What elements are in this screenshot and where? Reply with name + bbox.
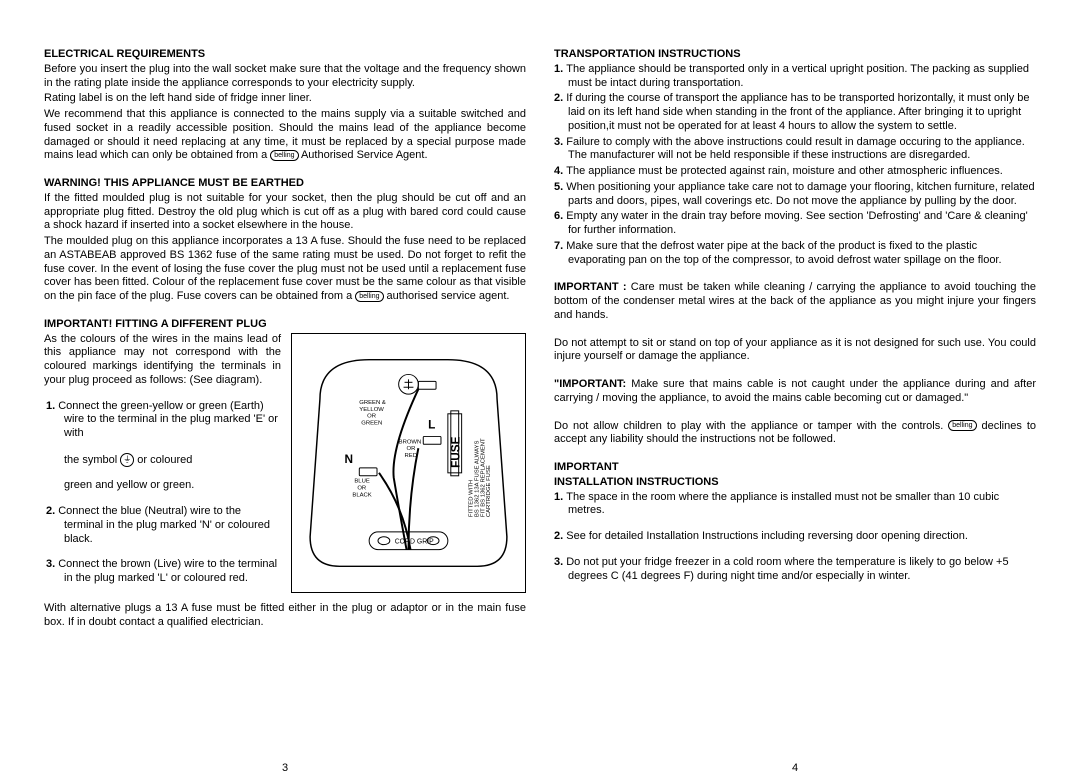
text: When positioning your appliance take car… [566, 181, 1034, 207]
heading-important: IMPORTANT [554, 461, 1036, 475]
list-item: 3. Failure to comply with the above inst… [554, 136, 1036, 164]
item-number: 3. [554, 136, 566, 148]
text: Empty any water in the drain tray before… [566, 210, 1027, 236]
text: Connect the green-yellow or green (Earth… [58, 400, 278, 440]
list-item: 1. The space in the room where the appli… [554, 491, 1036, 519]
label: IMPORTANT : [554, 281, 631, 293]
page-number: 4 [792, 762, 798, 776]
item-number: 7. [554, 240, 566, 252]
item-number: 2. [554, 92, 566, 104]
diagram-label-neutral: BLUEORBLACK [352, 478, 371, 498]
list-item: 2. See for detailed Installation Instruc… [554, 530, 1036, 544]
text: authorised service agent. [384, 290, 510, 302]
list-item: 2. Connect the blue (Neutral) wire to th… [44, 505, 281, 546]
text: Connect the blue (Neutral) wire to the t… [58, 505, 270, 545]
item-number: 1. [46, 400, 58, 412]
text: Failure to comply with the above instruc… [566, 136, 1025, 162]
electrical-requirements: ELECTRICAL REQUIREMENTS Before you inser… [44, 48, 526, 163]
warning-earthed: WARNING! THIS APPLIANCE MUST BE EARTHED … [44, 177, 526, 304]
diagram-label-cordgrip: CORD GRIP [395, 538, 434, 545]
para: Do not attempt to sit or stand on top of… [554, 337, 1036, 365]
text: or coloured [134, 454, 192, 466]
item-number: 1. [554, 491, 566, 503]
item-number: 5. [554, 181, 566, 193]
diagram-label-earth: GREEN &YELLOWORGREEN [359, 399, 386, 426]
diagram-label-fusetext: FITTED WITHBS 1362 13A FUSE ALWAYSFIT BS… [468, 437, 492, 516]
plug-instructions: As the colours of the wires in the mains… [44, 333, 281, 598]
item-number: 2. [554, 530, 566, 542]
text: Make sure that the defrost water pipe at… [566, 240, 1001, 266]
para: We recommend that this appliance is conn… [44, 108, 526, 163]
text: Connect the brown (Live) wire to the ter… [58, 558, 277, 584]
item-number: 2. [46, 505, 58, 517]
para: As the colours of the wires in the mains… [44, 333, 281, 388]
text: green and yellow or green. [64, 479, 281, 493]
heading-electrical: ELECTRICAL REQUIREMENTS [44, 48, 526, 62]
list-item: 2. If during the course of transport the… [554, 92, 1036, 133]
text: Authorised Service Agent. [299, 149, 428, 161]
list-item: 7. Make sure that the defrost water pipe… [554, 240, 1036, 268]
item-number: 3. [46, 558, 58, 570]
text: See for detailed Installation Instructio… [566, 530, 968, 542]
belling-logo: belling [355, 291, 383, 302]
text: Do not put your fridge freezer in a cold… [566, 556, 1008, 582]
list-item: 1. Connect the green-yellow or green (Ea… [44, 400, 281, 494]
important-note: "IMPORTANT: Make sure that mains cable i… [554, 378, 1036, 406]
diagram-label-l: L [428, 417, 435, 431]
item-number: 4. [554, 165, 566, 177]
heading-transport: TRANSPORTATION INSTRUCTIONS [554, 48, 1036, 62]
text: the symbol ⏚ or coloured [64, 453, 281, 468]
item-number: 1. [554, 63, 566, 75]
plug-svg: GREEN &YELLOWORGREEN L BROWNORRED N BLUE… [298, 340, 519, 586]
left-page: ELECTRICAL REQUIREMENTS Before you inser… [30, 48, 540, 754]
plug-wiring-diagram: GREEN &YELLOWORGREEN L BROWNORRED N BLUE… [291, 333, 526, 593]
diagram-label-n: N [345, 452, 354, 466]
installation-instructions: IMPORTANT INSTALLATION INSTRUCTIONS 1. T… [554, 461, 1036, 583]
para: The moulded plug on this appliance incor… [44, 235, 526, 304]
list-item: 5. When positioning your appliance take … [554, 181, 1036, 209]
transportation-instructions: TRANSPORTATION INSTRUCTIONS 1. The appli… [554, 48, 1036, 267]
right-page: TRANSPORTATION INSTRUCTIONS 1. The appli… [540, 48, 1050, 754]
para: If the fitted moulded plug is not suitab… [44, 192, 526, 233]
text: The appliance should be transported only… [566, 63, 1029, 89]
list-item: 4. The appliance must be protected again… [554, 165, 1036, 179]
text: the symbol [64, 454, 120, 466]
heading-fitting: IMPORTANT! FITTING A DIFFERENT PLUG [44, 318, 526, 332]
diagram-label-fuse: FUSE [449, 436, 463, 468]
label: "IMPORTANT: [554, 378, 631, 390]
belling-logo: belling [270, 150, 298, 161]
list-item: 1. The appliance should be transported o… [554, 63, 1036, 91]
heading-warning: WARNING! THIS APPLIANCE MUST BE EARTHED [44, 177, 526, 191]
para: Do not allow children to play with the a… [554, 420, 1036, 448]
belling-logo: belling [948, 420, 976, 431]
list-item: 3. Connect the brown (Live) wire to the … [44, 558, 281, 586]
page-number: 3 [282, 762, 288, 776]
text: If during the course of transport the ap… [566, 92, 1029, 132]
text: Do not allow children to play with the a… [554, 420, 948, 432]
para: Before you insert the plug into the wall… [44, 63, 526, 91]
important-note: IMPORTANT : Care must be taken while cle… [554, 281, 1036, 322]
heading-installation: INSTALLATION INSTRUCTIONS [554, 476, 1036, 490]
list-item: 3. Do not put your fridge freezer in a c… [554, 556, 1036, 584]
fitting-plug: IMPORTANT! FITTING A DIFFERENT PLUG As t… [44, 318, 526, 630]
para: With alternative plugs a 13 A fuse must … [44, 602, 526, 630]
list-item: 6. Empty any water in the drain tray bef… [554, 210, 1036, 238]
text: The space in the room where the applianc… [566, 491, 999, 517]
item-number: 6. [554, 210, 566, 222]
item-number: 3. [554, 556, 566, 568]
earth-symbol-icon: ⏚ [120, 453, 134, 467]
text: The appliance must be protected against … [566, 165, 1003, 177]
para: Rating label is on the left hand side of… [44, 92, 526, 106]
